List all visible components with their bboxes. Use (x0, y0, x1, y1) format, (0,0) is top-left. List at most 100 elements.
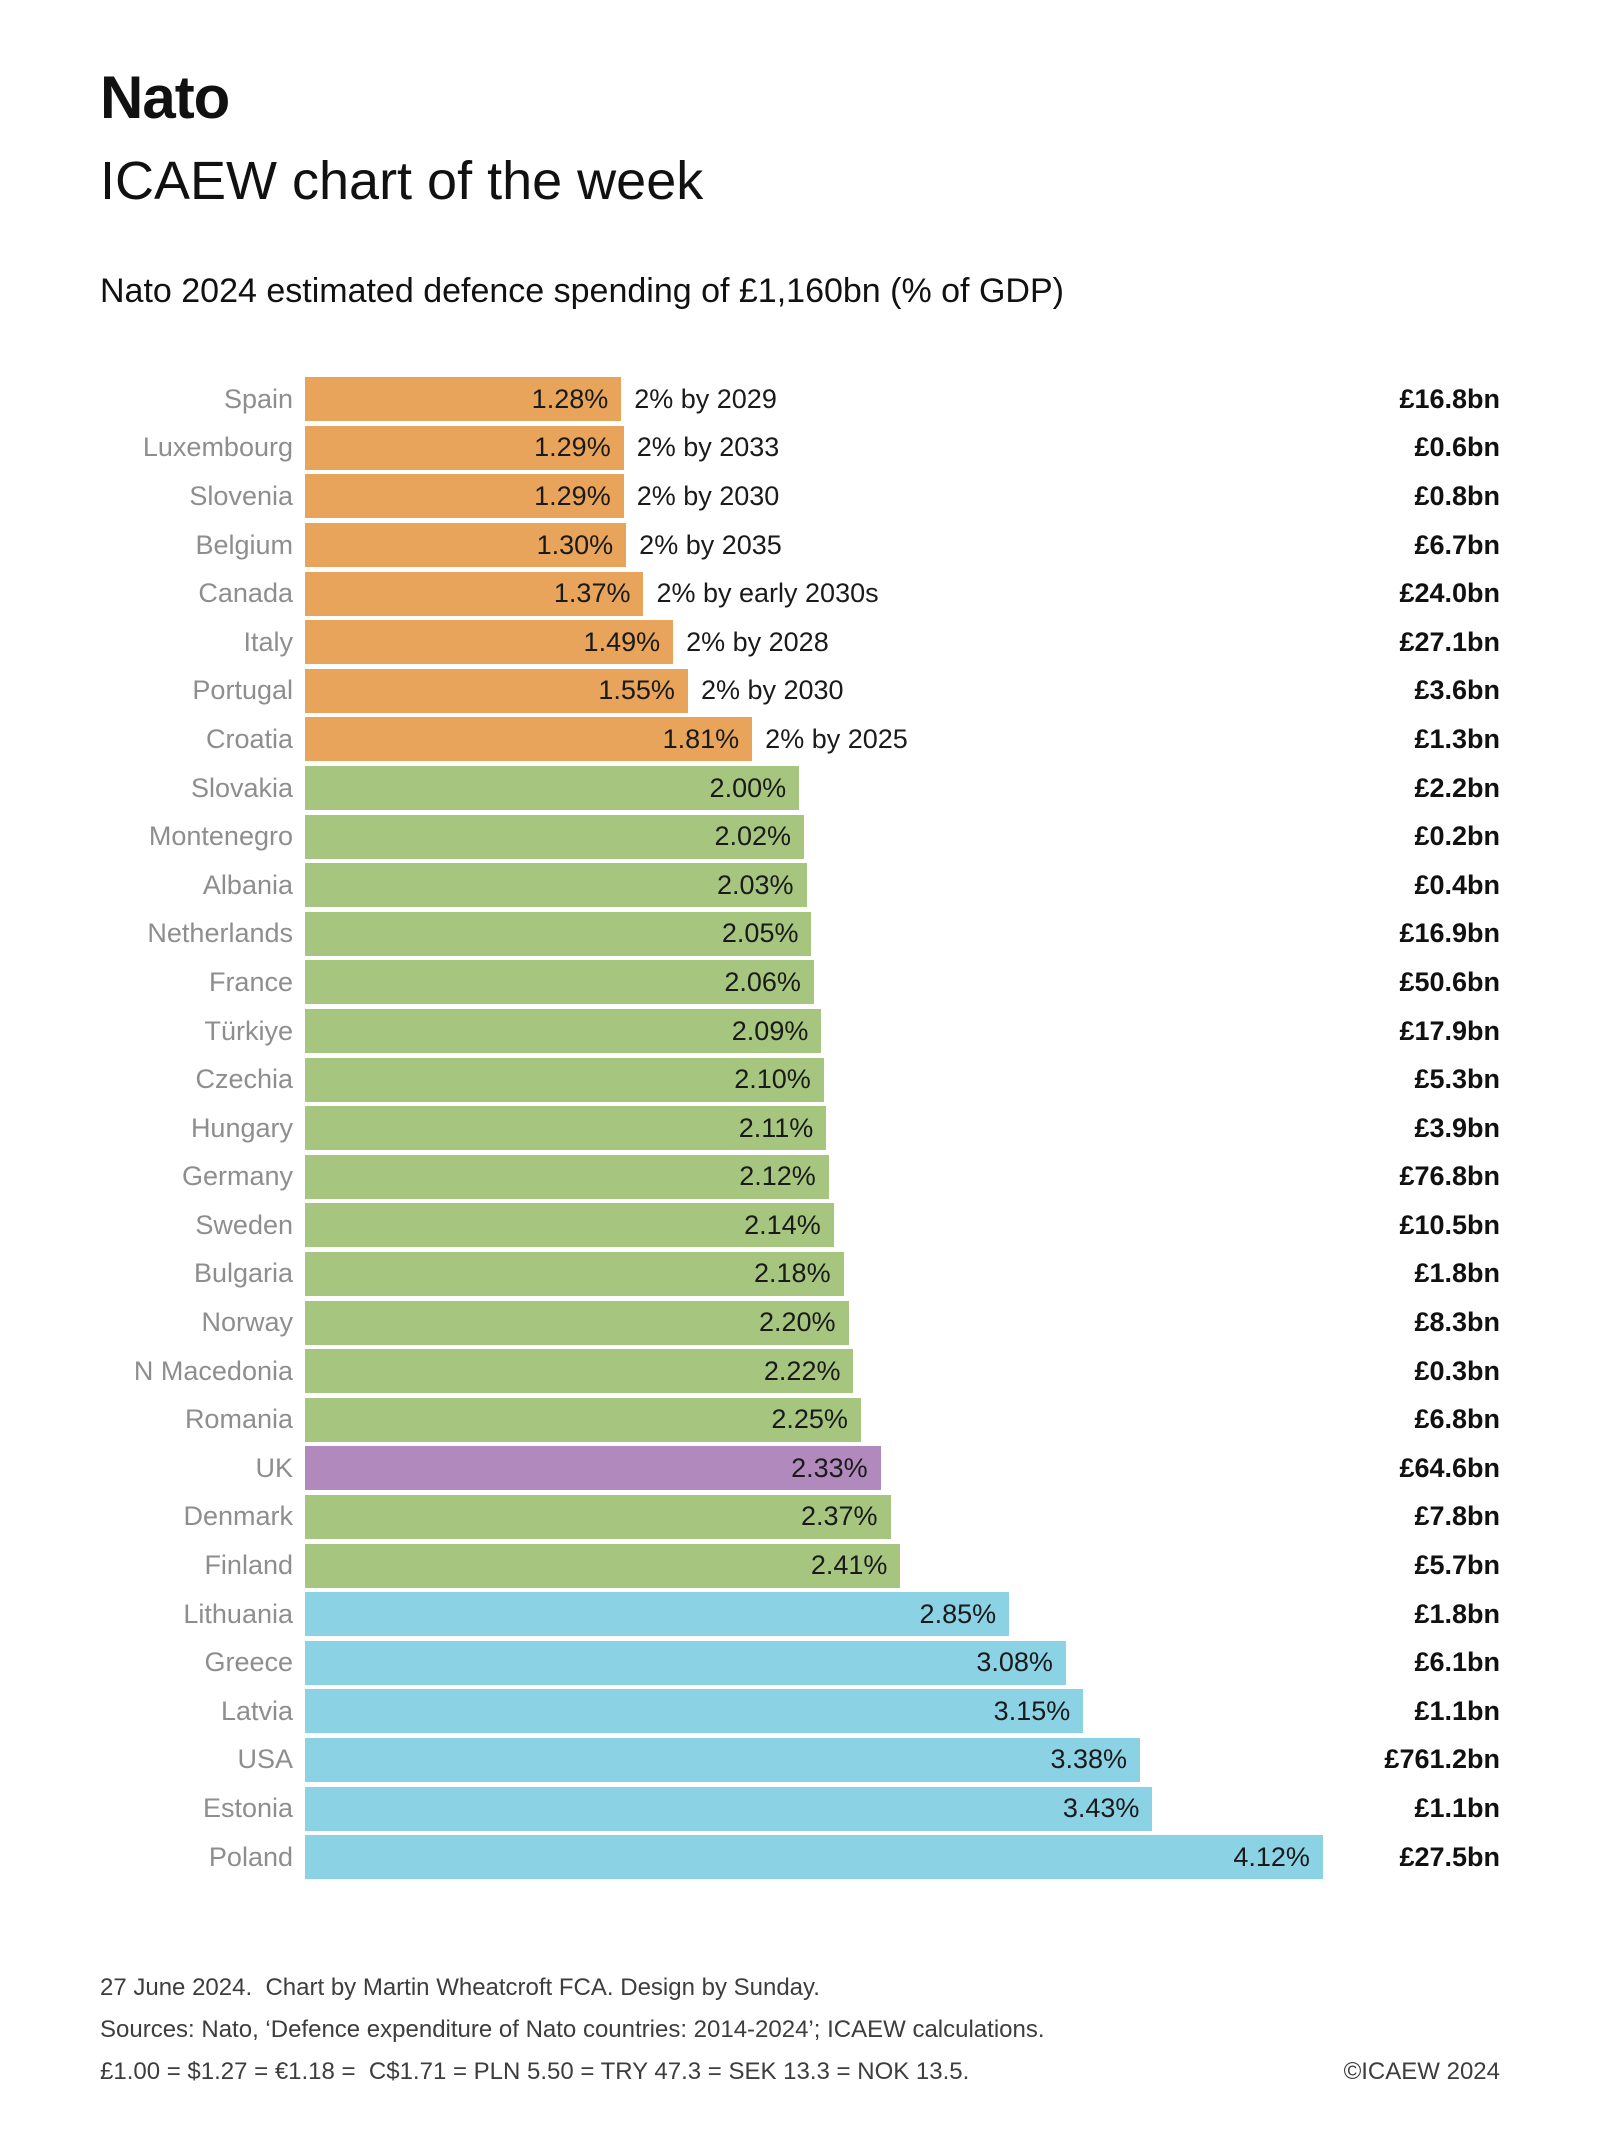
bar-track: 1.37% 2% by early 2030s (305, 571, 1355, 616)
chart-row: Hungary 2.11% £3.9bn (100, 1104, 1500, 1153)
country-label: France (208, 966, 293, 997)
country-label: Luxembourg (142, 432, 293, 463)
bar-track: 2.10% (305, 1057, 1355, 1102)
bar-track: 1.30% 2% by 2035 (305, 523, 1355, 568)
amount-label: £1.1bn (1414, 1793, 1500, 1824)
amount-label: £10.5bn (1399, 1209, 1500, 1240)
bar: 2.18% (305, 1251, 844, 1296)
bar: 2.06% (305, 960, 814, 1005)
bar-track: 2.06% (305, 960, 1355, 1005)
bar-track: 2.14% (305, 1203, 1355, 1248)
target-label: 2% by 2025 (765, 723, 908, 754)
amount-label: £5.3bn (1414, 1064, 1500, 1095)
amount-label: £1.3bn (1414, 723, 1500, 754)
bar: 2.02% (305, 814, 805, 859)
bar-value-label: 2.25% (771, 1404, 848, 1435)
bar-value-label: 2.11% (738, 1112, 814, 1143)
amount-label: £1.8bn (1414, 1258, 1500, 1289)
country-label: Czechia (195, 1064, 293, 1095)
amount-label: £16.9bn (1399, 918, 1500, 949)
bar: 1.30% (305, 523, 627, 568)
chart-row: N Macedonia 2.22% £0.3bn (100, 1347, 1500, 1396)
amount-label: £1.1bn (1414, 1695, 1500, 1726)
footer-exchange-line: £1.00 = $1.27 = €1.18 = C$1.71 = PLN 5.5… (100, 2051, 1500, 2093)
footer-credit-line: 27 June 2024. Chart by Martin Wheatcroft… (100, 1974, 820, 2002)
bar-value-label: 2.02% (714, 821, 792, 852)
country-label: Montenegro (148, 821, 293, 852)
bar-track: 2.02% (305, 814, 1355, 859)
bar: 1.55% (305, 668, 688, 713)
amount-label: £27.5bn (1399, 1841, 1500, 1872)
target-label: 2% by 2029 (634, 383, 777, 414)
target-label: 2% by 2028 (686, 626, 829, 657)
page-title: Nato (100, 64, 230, 131)
country-label: Estonia (202, 1793, 293, 1824)
bar-track: 3.15% (305, 1689, 1355, 1734)
chart-row: Finland 2.41% £5.7bn (100, 1541, 1500, 1590)
bar: 3.15% (305, 1689, 1084, 1734)
chart-row: Germany 2.12% £76.8bn (100, 1153, 1500, 1202)
chart-row: Luxembourg 1.29% 2% by 2033 £0.6bn (100, 424, 1500, 473)
amount-label: £761.2bn (1384, 1744, 1500, 1775)
chart-row: USA 3.38% £761.2bn (100, 1736, 1500, 1785)
chart-row: Greece 3.08% £6.1bn (100, 1638, 1500, 1687)
target-label: 2% by 2030 (636, 480, 780, 511)
bar-value-label: 2.00% (709, 772, 787, 803)
bar: 1.28% (305, 377, 622, 422)
bar: 2.37% (305, 1494, 891, 1539)
amount-label: £6.7bn (1414, 529, 1500, 560)
bar: 2.10% (305, 1057, 824, 1102)
bar-track: 2.18% (305, 1251, 1355, 1296)
bar-track: 2.12% (305, 1154, 1355, 1199)
bar-value-label: 1.37% (553, 578, 631, 609)
amount-label: £24.0bn (1399, 578, 1500, 609)
country-label: Finland (204, 1550, 293, 1581)
bar-track: 2.85% (305, 1592, 1355, 1637)
bar: 3.08% (305, 1640, 1066, 1685)
country-label: Denmark (183, 1501, 293, 1532)
country-label: Türkiye (204, 1015, 293, 1046)
bar: 4.12% (305, 1835, 1323, 1880)
amount-label: £0.2bn (1414, 821, 1500, 852)
bar-track: 2.41% (305, 1543, 1355, 1588)
bar-value-label: 3.15% (993, 1695, 1071, 1726)
country-label: Slovakia (190, 772, 293, 803)
bar: 2.22% (305, 1349, 854, 1394)
bar-value-label: 2.12% (739, 1161, 816, 1192)
bar-value-label: 1.28% (531, 383, 609, 414)
footer-copyright: ©ICAEW 2024 (1343, 2058, 1500, 2086)
amount-label: £27.1bn (1399, 626, 1500, 657)
chart-row: France 2.06% £50.6bn (100, 958, 1500, 1007)
country-label: Greece (204, 1647, 293, 1678)
bar-track: 2.11% (305, 1106, 1355, 1151)
country-label: Netherlands (147, 918, 293, 949)
bar-track: 2.20% (305, 1300, 1355, 1345)
country-label: Croatia (205, 723, 293, 754)
bar-value-label: 4.12% (1233, 1841, 1310, 1872)
bar-value-label: 3.43% (1062, 1793, 1140, 1824)
bar-track: 2.33% (305, 1446, 1355, 1491)
chart-row: Spain 1.28% 2% by 2029 £16.8bn (100, 375, 1500, 424)
country-label: Hungary (190, 1112, 293, 1143)
chart-row: Albania 2.03% £0.4bn (100, 861, 1500, 910)
bar: 2.00% (305, 766, 800, 811)
country-label: Spain (223, 383, 293, 414)
country-label: Bulgaria (193, 1258, 293, 1289)
target-label: 2% by 2033 (636, 432, 780, 463)
country-label: Belgium (195, 529, 293, 560)
chart-row: Bulgaria 2.18% £1.8bn (100, 1250, 1500, 1299)
bar-track: 2.37% (305, 1494, 1355, 1539)
country-label: Romania (184, 1404, 293, 1435)
bar-track: 2.22% (305, 1349, 1355, 1394)
amount-label: £2.2bn (1414, 772, 1500, 803)
country-label: Italy (243, 626, 293, 657)
bar-value-label: 2.14% (744, 1209, 821, 1240)
bar: 1.49% (305, 620, 674, 665)
bar-track: 2.05% (305, 911, 1355, 956)
footer: 27 June 2024. Chart by Martin Wheatcroft… (100, 1967, 1500, 2093)
amount-label: £1.8bn (1414, 1598, 1500, 1629)
bar-value-label: 2.20% (758, 1307, 836, 1338)
bar-value-label: 1.49% (583, 626, 661, 657)
bar-value-label: 2.10% (734, 1064, 811, 1095)
